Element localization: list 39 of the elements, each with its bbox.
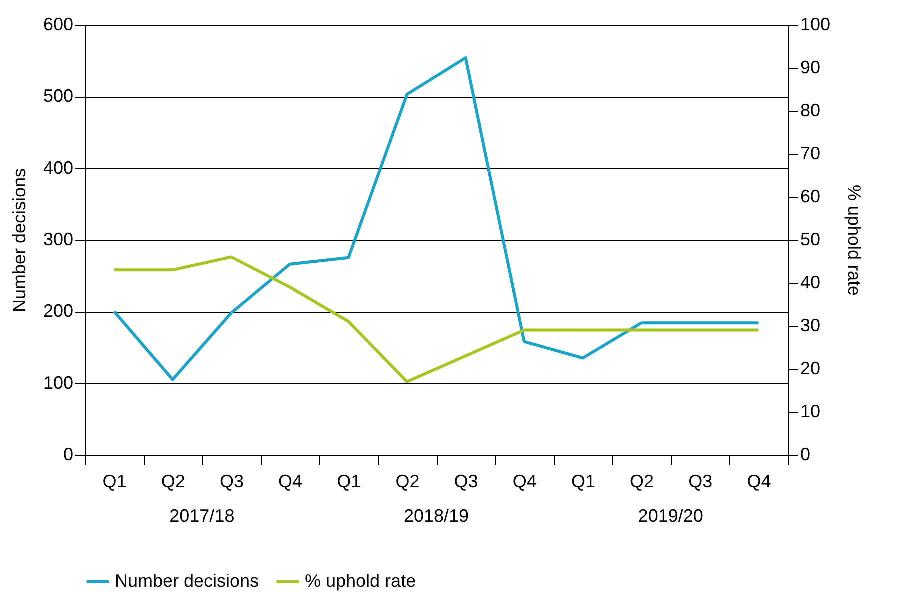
x-tick-label: Q1 — [102, 472, 127, 492]
y-tick-label: 600 — [43, 14, 74, 34]
y-tick-label: 300 — [43, 230, 74, 250]
y2-tick-label: 50 — [800, 230, 821, 250]
legend-label: % uphold rate — [305, 571, 416, 591]
y2-tick-label: 40 — [800, 272, 821, 292]
x-tick-label: Q2 — [396, 472, 420, 492]
legend-label: Number decisions — [115, 571, 260, 591]
y-tick-label: 100 — [43, 372, 74, 393]
y-tick-label: 200 — [43, 301, 74, 322]
y2-tick-label: 70 — [800, 144, 821, 164]
line-series — [112, 256, 760, 384]
x-tick-label: Q4 — [747, 472, 772, 492]
x-tick-label: Q1 — [571, 472, 596, 492]
x-tick-label: Q1 — [337, 472, 362, 492]
x-tick-label: Q4 — [278, 472, 303, 492]
x-tick-label: Q3 — [220, 472, 244, 492]
y-axis-title: Number decisions — [9, 168, 30, 313]
x-tick-label: Q2 — [630, 472, 654, 492]
x-tick-label: Q2 — [161, 472, 186, 492]
y2-axis-title: % uphold rate — [844, 184, 865, 296]
y2-tick-label: 60 — [800, 186, 821, 206]
x-tick-label: Q3 — [454, 472, 478, 492]
y2-tick-label: 10 — [800, 402, 821, 422]
y-tick-label: 400 — [43, 158, 74, 178]
text: 2018/19 — [404, 506, 470, 526]
y2-tick-label: 100 — [800, 14, 831, 34]
y2-tick-label: 20 — [800, 358, 821, 378]
y2-tick-label: 90 — [800, 58, 821, 78]
line-series — [112, 56, 760, 382]
y2-tick-label: 0 — [800, 444, 811, 464]
x-tick-label: Q3 — [688, 472, 713, 492]
x-tick-label: Q4 — [512, 472, 537, 492]
y2-tick-label: 80 — [800, 100, 821, 120]
y2-tick-label: 30 — [800, 316, 821, 336]
text: 2017/18 — [170, 506, 235, 526]
y-tick-label: 500 — [43, 86, 74, 106]
y-tick-label: 0 — [63, 444, 74, 464]
text: 2019/20 — [638, 506, 704, 526]
